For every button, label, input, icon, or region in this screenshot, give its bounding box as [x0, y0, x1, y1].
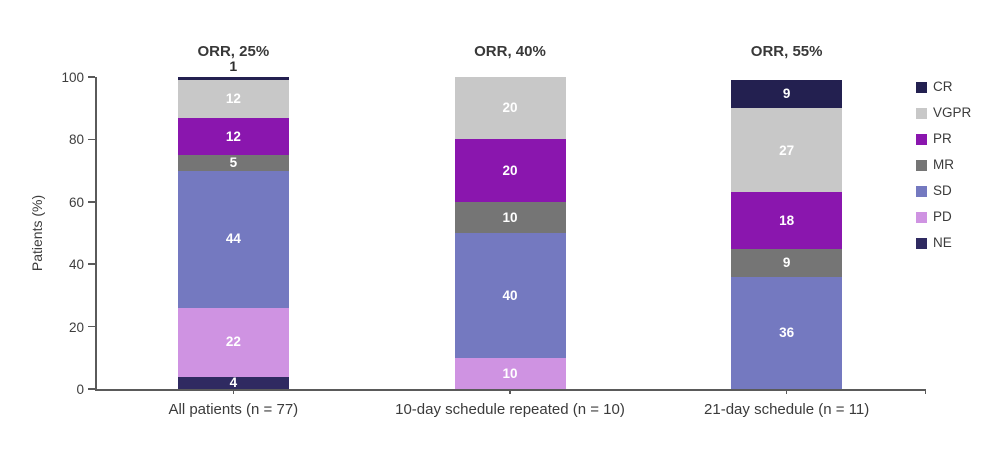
- legend-swatch-cr: [916, 81, 927, 93]
- legend-item-cr: CR: [916, 80, 953, 94]
- legend-swatch-pd: [916, 211, 927, 223]
- bar-segment-ne: 4: [177, 375, 289, 390]
- y-tick-mark: [88, 201, 95, 203]
- legend-item-pr: PR: [916, 132, 952, 146]
- y-axis-line: [95, 77, 97, 390]
- x-tick-mark: [232, 389, 235, 394]
- bar-segment-mr: 5: [177, 155, 289, 171]
- segment-value-label-above-bar: 1: [229, 58, 238, 74]
- y-tick-mark: [88, 138, 95, 141]
- bar-segment-vgpr: 20: [454, 77, 566, 140]
- bar-segment-pr: 20: [454, 139, 566, 202]
- bar-segment-mr: 9: [731, 248, 843, 277]
- segment-value-label: 9: [782, 254, 791, 270]
- segment-value-label: 20: [502, 162, 518, 178]
- segment-value-label: 12: [225, 91, 241, 107]
- legend-item-mr: MR: [916, 158, 954, 172]
- y-tick-label: 0: [76, 382, 84, 397]
- y-tick-label: 100: [61, 70, 84, 85]
- bar-segment-sd: 44: [177, 170, 289, 308]
- y-tick-mark: [88, 76, 95, 78]
- y-tick-label: 80: [68, 132, 84, 148]
- bar-segment-pd: 22: [177, 307, 289, 377]
- orr-annotation: ORR, 25%: [197, 43, 270, 60]
- x-category-label: 21-day schedule (n = 11): [704, 401, 870, 418]
- legend-label: PR: [933, 131, 952, 147]
- segment-value-label: 12: [225, 128, 241, 144]
- segment-value-label: 44: [225, 231, 241, 247]
- orr-annotation: ORR, 55%: [750, 43, 823, 60]
- legend-swatch-mr: [916, 159, 927, 171]
- legend-label: PD: [933, 209, 952, 225]
- x-category-label: All patients (n = 77): [168, 401, 299, 418]
- x-tick-mark: [509, 389, 511, 394]
- y-tick-mark: [88, 325, 95, 328]
- legend-label: VGPR: [933, 105, 972, 121]
- y-tick-mark: [88, 388, 95, 390]
- bar-segment-vgpr: 12: [177, 80, 289, 118]
- legend-label: NE: [933, 235, 952, 251]
- y-tick-label: 20: [68, 319, 84, 335]
- bar-segment-sd: 36: [731, 276, 843, 389]
- legend-item-vgpr: VGPR: [916, 106, 971, 120]
- segment-value-label: 18: [779, 212, 795, 228]
- legend-swatch-sd: [916, 185, 927, 197]
- x-axis-end-tick: [924, 389, 926, 394]
- bar-segment-vgpr: 27: [731, 108, 843, 193]
- segment-value-label: 10: [502, 365, 518, 381]
- y-tick-mark: [88, 263, 95, 265]
- segment-value-label: 40: [502, 287, 518, 303]
- bar-segment-pr: 18: [731, 192, 843, 249]
- segment-value-label: 27: [779, 142, 795, 158]
- segment-value-label: 36: [779, 325, 795, 341]
- segment-value-label: 10: [502, 209, 518, 225]
- segment-value-label: 22: [225, 334, 241, 350]
- bar-segment-mr: 10: [454, 201, 566, 233]
- segment-value-label: 5: [229, 155, 238, 171]
- bar-segment-sd: 40: [454, 233, 566, 358]
- legend-label: CR: [933, 79, 953, 95]
- bar-segment-pr: 12: [177, 117, 289, 155]
- x-tick-mark: [785, 389, 788, 394]
- bar-segment-cr: [177, 77, 289, 81]
- segment-value-label: 9: [782, 86, 791, 102]
- y-tick-label: 60: [68, 194, 84, 210]
- y-tick-label: 40: [68, 257, 84, 273]
- legend-swatch-vgpr: [916, 107, 927, 119]
- legend-swatch-pr: [916, 133, 927, 145]
- legend-item-pd: PD: [916, 210, 952, 224]
- bar-segment-cr: 9: [731, 80, 843, 109]
- legend-item-sd: SD: [916, 184, 952, 198]
- legend-item-ne: NE: [916, 236, 952, 250]
- bar-segment-pd: 10: [454, 357, 566, 389]
- segment-value-label: 20: [502, 100, 518, 116]
- legend-label: MR: [933, 157, 954, 173]
- x-category-label: 10-day schedule repeated (n = 10): [395, 401, 625, 418]
- legend-label: SD: [933, 183, 952, 199]
- legend-swatch-ne: [916, 237, 927, 249]
- orr-annotation: ORR, 40%: [474, 43, 546, 60]
- segment-value-label: 4: [229, 375, 238, 390]
